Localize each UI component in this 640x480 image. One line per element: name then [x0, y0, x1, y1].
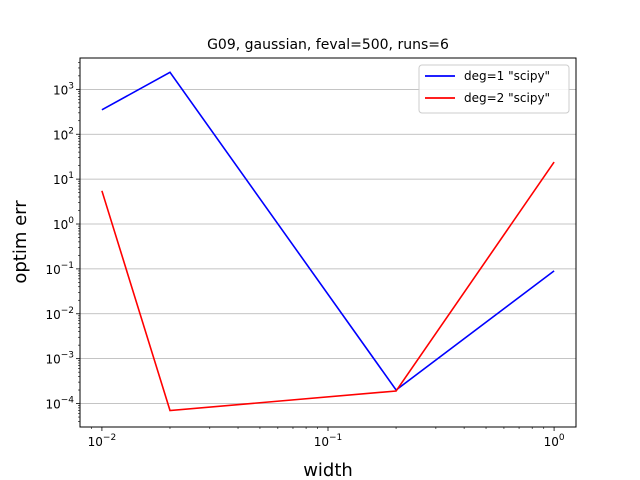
y-axis-label: optim err	[10, 200, 31, 284]
x-tick-label: 10−1	[314, 433, 343, 449]
y-tick-label: 10−3	[45, 351, 74, 367]
y-tick-label: 101	[53, 171, 74, 187]
chart-title: G09, gaussian, feval=500, runs=6	[207, 37, 449, 53]
x-axis: 10−2 10−1 100	[88, 427, 565, 449]
x-axis-label: width	[303, 460, 353, 480]
y-tick-label: 100	[53, 216, 74, 232]
y-tick-label: 103	[53, 81, 74, 97]
x-tick-label: 10−2	[88, 433, 117, 449]
legend-label-deg2: deg=2 "scipy"	[464, 91, 550, 105]
legend-label-deg1: deg=1 "scipy"	[464, 69, 550, 83]
series-line-deg2	[101, 161, 555, 412]
series-layer	[101, 71, 555, 412]
x-tick-label: 100	[544, 433, 565, 449]
legend-box	[418, 64, 570, 114]
y-axis: 10−4 10−3 10−2 10−1 100 101 102 103	[45, 62, 80, 422]
legend: deg=1 "scipy" deg=2 "scipy"	[418, 64, 570, 114]
series-line-deg1	[101, 71, 555, 392]
y-tick-label: 102	[53, 126, 74, 142]
y-tick-label: 10−1	[45, 261, 74, 277]
plot-area	[80, 58, 576, 427]
y-tick-label: 10−4	[45, 396, 74, 412]
y-tick-label: 10−2	[45, 306, 74, 322]
